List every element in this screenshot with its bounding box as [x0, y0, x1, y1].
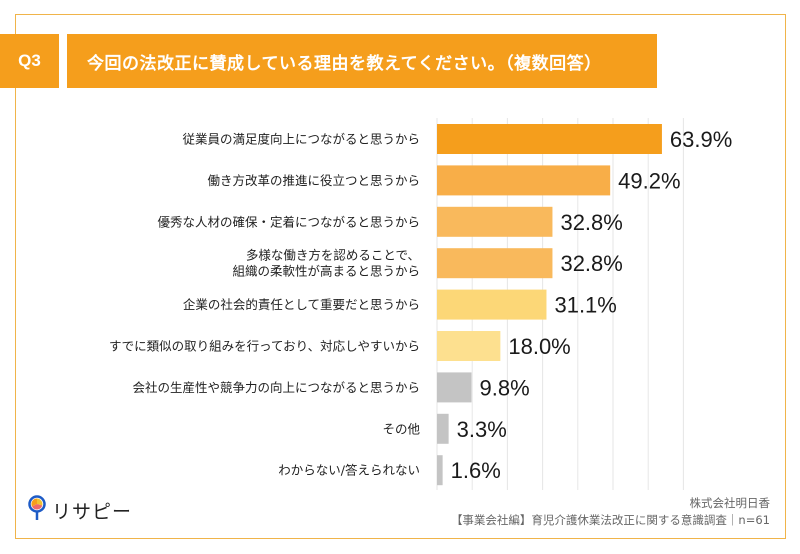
value-label: 32.8%	[560, 210, 622, 235]
question-number: Q3	[18, 51, 41, 70]
category-label: 従業員の満足度向上につながると思うから	[182, 132, 420, 147]
value-label: 3.3%	[457, 417, 507, 442]
question-title: 今回の法改正に賛成している理由を教えてください。（複数回答）	[87, 53, 602, 74]
value-label: 1.6%	[451, 458, 501, 483]
bar	[437, 289, 547, 320]
value-labels: 63.9% 49.2% 32.8% 32.8% 31.1% 18.0% 9.8% 3.3% 1.…	[451, 127, 733, 483]
bar	[437, 455, 443, 486]
value-label: 32.8%	[560, 251, 622, 276]
category-label: わからない/答えられない	[278, 463, 420, 478]
bar	[437, 372, 472, 403]
value-label: 31.1%	[554, 293, 616, 318]
category-label: 企業の社会的責任として重要だと思うから	[183, 297, 420, 312]
source-credit: 株式会社明日香 【事業会社編】育児介護休業法改正に関する意識調査｜n=61	[451, 495, 770, 529]
brand-logo: リサピー	[28, 495, 132, 525]
category-label: その他	[382, 421, 420, 436]
value-label: 49.2%	[618, 168, 680, 193]
value-label: 63.9%	[670, 127, 732, 152]
category-label: 会社の生産性や競争力の向上につながると思うから	[132, 380, 420, 395]
bar	[437, 248, 553, 279]
category-label: すでに類似の取り組みを行っており、対応しやすいから	[109, 339, 420, 354]
content-frame	[15, 14, 786, 539]
category-label: 優秀な人材の確保・定着につながると思うから	[157, 214, 420, 229]
category-label: 多様な働き方を認めることで、	[246, 248, 420, 263]
value-label: 18.0%	[508, 334, 570, 359]
logo-text: リサピー	[52, 500, 133, 523]
bar	[437, 413, 449, 444]
survey-name: 【事業会社編】育児介護休業法改正に関する意識調査｜n=61	[450, 513, 770, 527]
bars	[437, 124, 662, 486]
bar	[437, 206, 553, 237]
question-title-banner: 今回の法改正に賛成している理由を教えてください。（複数回答）	[67, 34, 657, 88]
bar	[437, 124, 662, 154]
value-label: 9.8%	[479, 375, 529, 400]
question-number-badge: Q3	[0, 34, 59, 88]
category-label: 組織の柔軟性が高まると思うから	[232, 264, 420, 279]
pin-pie-icon	[28, 495, 46, 525]
company-name: 株式会社明日香	[689, 496, 771, 510]
bar	[437, 165, 611, 196]
category-labels: 従業員の満足度向上につながると思うから働き方改革の推進に役立つと思うから優秀な人…	[109, 132, 421, 478]
category-label: 働き方改革の推進に役立つと思うから	[207, 173, 420, 188]
bar	[437, 331, 501, 361]
